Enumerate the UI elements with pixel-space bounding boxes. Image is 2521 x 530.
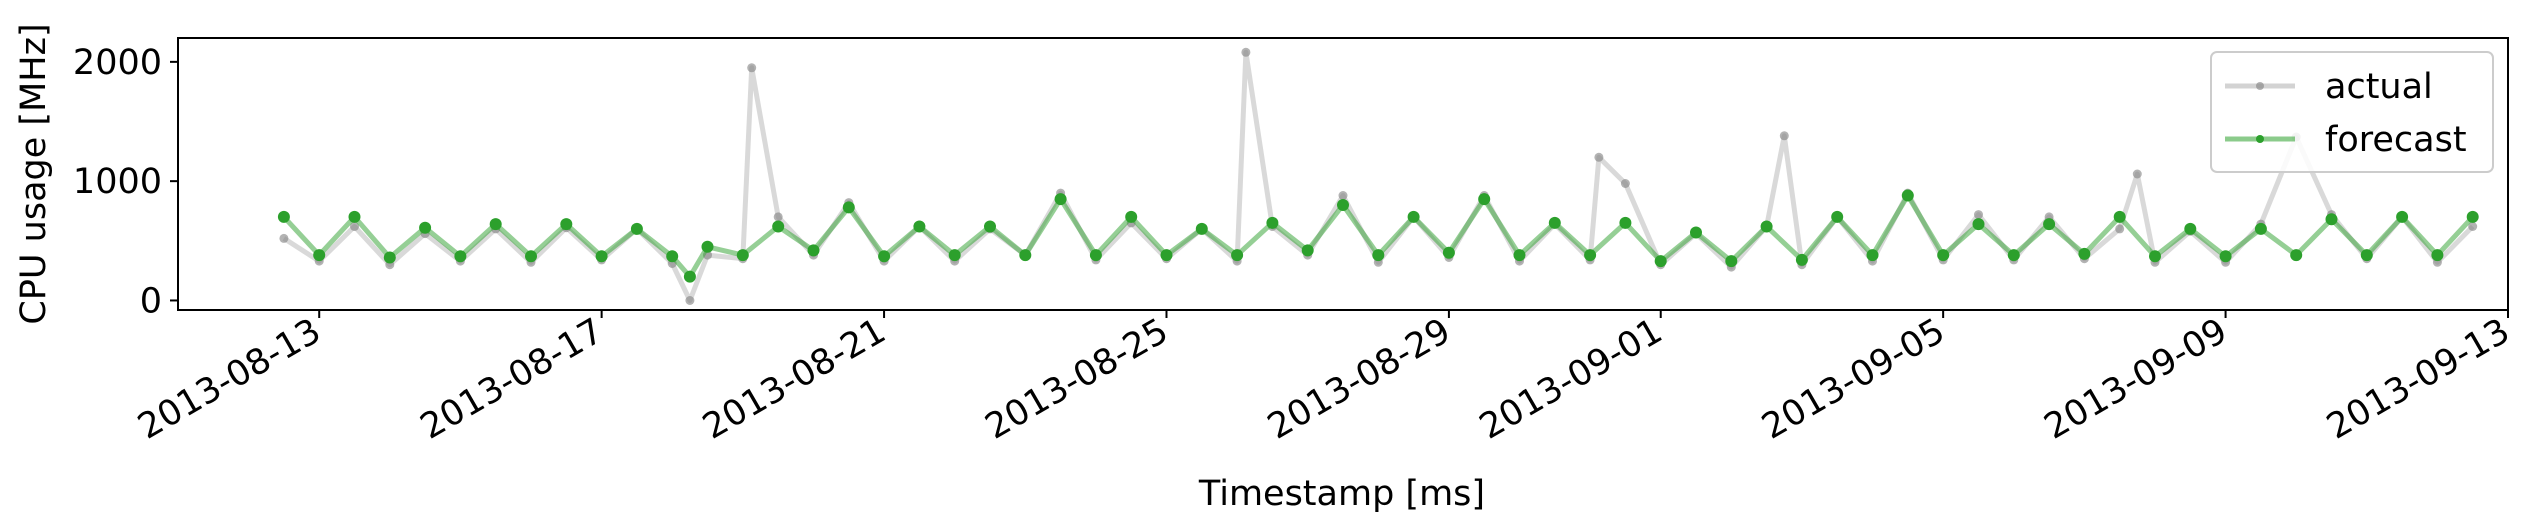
- data-point-forecast: [1690, 226, 1702, 239]
- plot-area: [277, 47, 2479, 305]
- data-point-forecast: [666, 250, 679, 263]
- data-point-forecast: [842, 201, 855, 214]
- y-tick-label: 2000: [73, 43, 162, 83]
- legend: actual forecast: [2210, 51, 2494, 173]
- data-point-forecast: [1795, 253, 1808, 266]
- data-point-forecast: [2113, 210, 2126, 223]
- data-point-actual: [2132, 169, 2142, 179]
- data-point-forecast: [2078, 247, 2091, 260]
- y-axis: 0 1000 2000: [73, 43, 178, 321]
- data-point-forecast: [277, 210, 290, 223]
- data-point-actual: [747, 63, 757, 73]
- data-point-forecast: [736, 249, 749, 262]
- data-point-forecast: [2149, 250, 2161, 263]
- data-point-forecast: [807, 244, 820, 257]
- legend-forecast-marker: [2256, 135, 2264, 143]
- data-point-actual: [773, 212, 783, 222]
- data-point-forecast: [948, 249, 961, 262]
- data-point-forecast: [1584, 249, 1597, 262]
- series-forecast: [277, 189, 2479, 283]
- data-point-forecast: [2396, 210, 2409, 223]
- y-tick-label: 0: [140, 281, 162, 321]
- data-point-forecast: [1901, 189, 1914, 202]
- data-point-actual: [350, 222, 359, 231]
- data-point-actual: [2115, 224, 2125, 234]
- data-point-forecast: [913, 220, 926, 233]
- data-point-forecast: [1619, 216, 1632, 229]
- data-point-forecast: [683, 270, 696, 283]
- data-point-forecast: [313, 249, 326, 262]
- data-point-forecast: [878, 250, 891, 263]
- data-point-forecast: [383, 251, 396, 264]
- data-point-forecast: [1513, 249, 1526, 262]
- data-point-forecast: [1301, 244, 1314, 257]
- y-tick-label: 1000: [73, 162, 162, 202]
- data-point-forecast: [2360, 249, 2373, 262]
- data-point-forecast: [1548, 216, 1561, 229]
- data-point-forecast: [1160, 249, 1173, 262]
- data-point-forecast: [1442, 246, 1455, 259]
- data-point-forecast: [1054, 193, 1067, 206]
- legend-actual-label: actual: [2325, 67, 2433, 107]
- series-line-forecast: [282, 193, 2475, 280]
- data-point-forecast: [525, 250, 537, 263]
- legend-forecast-label: forecast: [2325, 120, 2467, 160]
- data-point-forecast: [1019, 249, 1032, 262]
- data-point-forecast: [772, 220, 785, 233]
- data-point-actual: [1338, 191, 1348, 200]
- data-point-forecast: [2043, 218, 2056, 231]
- data-point-forecast: [1195, 222, 1208, 235]
- data-point-forecast: [2219, 250, 2232, 263]
- data-point-forecast: [1231, 249, 1244, 262]
- plot-frame: [177, 37, 2509, 311]
- data-point-actual: [1594, 152, 1604, 162]
- data-point-forecast: [1372, 249, 1385, 262]
- data-point-forecast: [1937, 249, 1950, 262]
- data-point-actual: [1241, 47, 1251, 57]
- data-point-forecast: [2254, 222, 2267, 235]
- legend-actual-marker: [2256, 82, 2264, 90]
- data-point-actual: [1779, 131, 1789, 141]
- data-point-forecast: [2184, 222, 2197, 235]
- data-point-forecast: [1760, 220, 1773, 233]
- data-point-actual: [279, 233, 289, 243]
- data-point-forecast: [984, 220, 996, 233]
- data-point-forecast: [595, 250, 608, 263]
- data-point-actual: [1974, 210, 1983, 220]
- data-point-forecast: [1654, 255, 1667, 268]
- data-point-forecast: [1266, 216, 1279, 229]
- data-point-forecast: [1725, 255, 1738, 268]
- data-point-forecast: [701, 240, 714, 253]
- data-point-forecast: [348, 210, 361, 223]
- legend-box: [2210, 51, 2494, 173]
- data-point-forecast: [1407, 210, 1420, 223]
- data-point-forecast: [2290, 249, 2303, 262]
- data-point-forecast: [2325, 213, 2338, 226]
- data-point-forecast: [454, 250, 467, 263]
- data-point-forecast: [2431, 249, 2444, 262]
- data-point-forecast: [560, 218, 573, 231]
- data-point-forecast: [1866, 249, 1879, 262]
- data-point-forecast: [1478, 193, 1491, 206]
- data-point-forecast: [1125, 210, 1138, 223]
- data-point-forecast: [2466, 210, 2479, 223]
- data-point-forecast: [1337, 199, 1349, 211]
- x-axis-title: Timestamp [ms]: [1198, 474, 1485, 514]
- data-point-actual: [685, 296, 695, 305]
- y-axis-title: CPU usage [MHz]: [14, 23, 54, 324]
- data-point-forecast: [630, 222, 643, 235]
- data-point-forecast: [1089, 249, 1102, 262]
- data-point-forecast: [419, 221, 432, 234]
- data-point-actual: [2468, 222, 2478, 231]
- data-point-forecast: [489, 218, 502, 231]
- data-point-actual: [1620, 179, 1630, 188]
- data-point-forecast: [2007, 249, 2020, 262]
- data-point-forecast: [1831, 210, 1844, 223]
- data-point-forecast: [1972, 218, 1985, 231]
